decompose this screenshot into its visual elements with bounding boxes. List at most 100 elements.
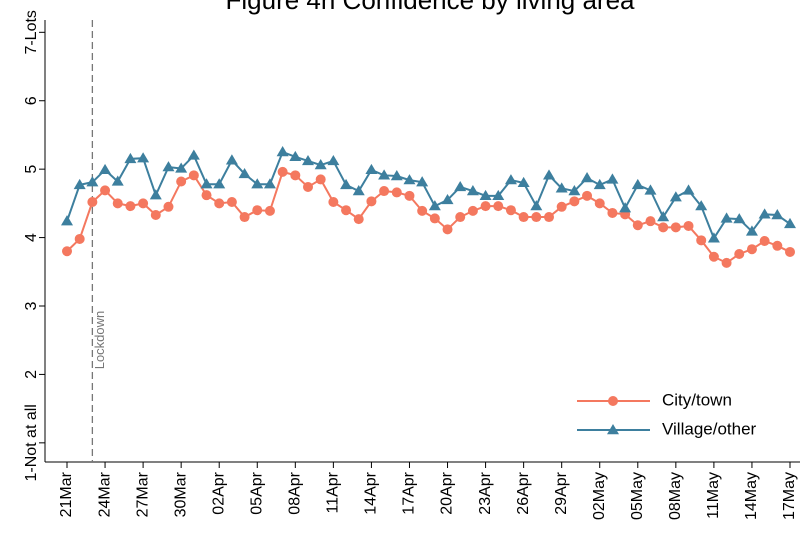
data-point [124,152,137,164]
x-tick-label: 08Apr [287,471,304,514]
data-point [544,212,554,223]
data-point [720,212,733,223]
data-point [340,178,353,190]
data-point [745,225,758,236]
data-point [441,193,454,205]
data-point [99,163,112,175]
data-point [669,191,682,202]
legend-marker [608,396,618,406]
x-tick-label: 30Mar [172,471,189,517]
y-tick-label: 3 [23,301,40,310]
data-point [658,222,669,233]
data-point [466,185,479,196]
data-point [696,235,707,246]
x-tick-label: 24Mar [96,471,113,517]
data-point [442,224,453,235]
data-point [479,189,492,201]
data-point [568,185,581,196]
data-point [61,215,73,226]
y-tick-label: 6 [23,96,40,105]
y-tick-label: 4 [23,233,40,242]
data-point [683,220,694,231]
data-point [733,213,746,224]
data-point [352,185,365,196]
data-point [314,159,327,170]
legend-label: Village/other [662,419,757,438]
data-point [302,154,314,166]
data-point [303,181,313,192]
data-point [759,236,770,246]
x-tick-label: 17May [781,472,798,520]
data-point [429,213,440,224]
data-point [188,170,199,181]
legend-marker [607,424,619,435]
x-tick-label: 11May [705,472,722,519]
series-line [66,170,791,265]
data-point [226,197,237,207]
x-tick-label: 11Apr [325,471,342,513]
x-tick-label: 14Apr [363,471,380,514]
x-tick-label: 20Apr [439,471,456,514]
data-point [480,201,491,212]
data-point [328,197,339,207]
data-point [772,240,783,251]
x-tick-label: 27Mar [134,471,151,517]
data-point [492,189,505,201]
data-point [784,217,796,229]
data-point [86,176,99,187]
data-point [315,174,326,185]
data-point [518,212,529,223]
data-point [73,178,86,190]
data-point [87,197,98,207]
data-point [517,176,530,188]
data-point [721,257,732,268]
data-point [594,198,605,209]
data-point [758,208,771,219]
data-point [277,166,288,177]
data-point [365,163,378,175]
data-point [404,190,415,201]
data-point [378,169,391,180]
data-point [201,190,212,201]
data-point [593,178,606,190]
data-point [771,209,784,220]
data-point [746,244,757,255]
annotation: Lockdown [92,311,107,370]
data-point [695,200,708,211]
x-tick-label: 17Apr [401,471,418,514]
data-point [366,196,377,207]
data-point [645,216,656,227]
data-point [644,184,657,195]
data-point [176,176,187,187]
data-point [504,174,517,185]
data-point [251,178,264,189]
data-point [214,198,225,209]
data-point [74,233,85,244]
data-point [200,178,213,189]
data-point [327,154,340,166]
x-tick-label: 05Apr [248,471,265,514]
data-point [111,175,124,186]
data-point [581,172,594,183]
data-point [416,176,429,187]
data-point [379,186,390,197]
data-point [632,220,643,231]
data-point [353,214,364,225]
data-point [276,146,289,157]
x-tick-label: 21Mar [58,471,75,517]
data-point [467,205,478,216]
data-point [707,232,720,243]
data-point [138,198,149,209]
y-tick-label: 2 [23,370,40,379]
data-point [543,169,555,180]
data-point [556,201,567,212]
data-point [149,189,162,200]
data-point [289,150,302,162]
x-tick-label: 02May [591,472,608,520]
data-point [150,210,161,220]
data-point [619,202,632,213]
y-tick-label: 1-Not at all [23,404,40,481]
data-point [582,190,593,201]
data-point [187,149,200,160]
